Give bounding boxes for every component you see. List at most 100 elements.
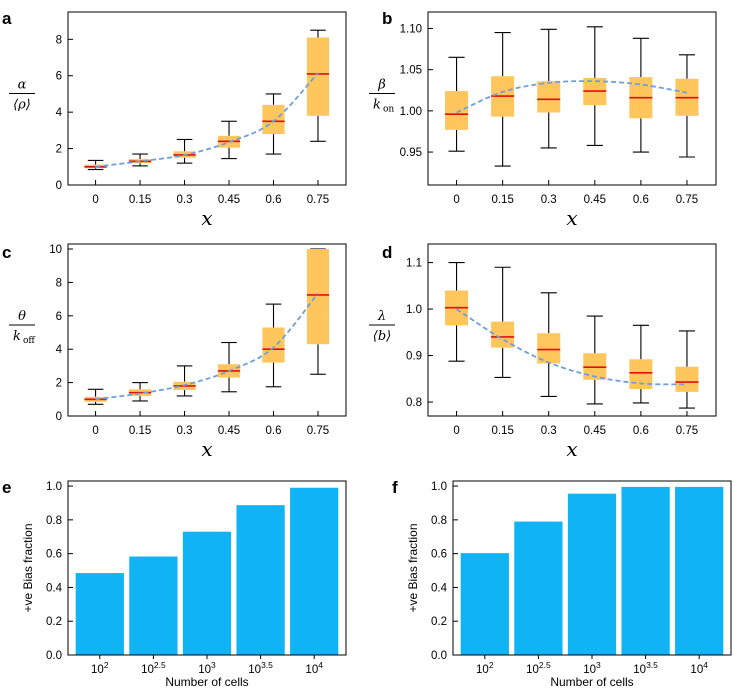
x-tick-label: 102 [91, 660, 109, 676]
box-0 [84, 159, 107, 171]
x-tick-label: 102.5 [526, 660, 551, 676]
y-tick-label: 0 [56, 411, 62, 423]
iqr-box [262, 327, 285, 363]
y-label-numerator: θ [18, 309, 26, 324]
x-tick-label: 0 [92, 194, 98, 206]
y-axis-label: +ve Bias fraction [406, 523, 420, 612]
iqr-box [537, 81, 561, 113]
x-tick-label: 0.3 [541, 194, 557, 206]
iqr-box [262, 104, 285, 135]
y-axis-label: λ ⟨b⟩ [369, 309, 395, 344]
box-3 [583, 26, 607, 147]
y-tick-label: 2 [56, 378, 62, 390]
y-label-subscript: on [383, 105, 394, 115]
box-1 [491, 266, 515, 378]
box-0 [445, 56, 469, 152]
x-tick-label: 0.45 [218, 425, 240, 437]
bar-0 [75, 573, 124, 655]
x-tick-label: 0 [453, 425, 459, 437]
box-4 [629, 37, 653, 153]
x-tick-label: 0.3 [177, 425, 193, 437]
panel-d: d 0.8 0.9 1.0 1.1 0 0.15 0.3 0.45 0.6 0.75 x λ ⟨b⟩ [369, 243, 717, 461]
x-tick-label: 0 [453, 194, 459, 206]
box-4 [629, 324, 653, 404]
x-tick-label: 0.15 [129, 425, 151, 437]
x-tick-label: 0.6 [265, 194, 281, 206]
x-tick-label: 0.6 [633, 194, 649, 206]
x-tick-label: 103.5 [633, 660, 658, 676]
y-tick-label: 0 [56, 180, 62, 192]
y-tick-label: 0.2 [431, 616, 447, 628]
y-tick-label: 0.6 [431, 549, 447, 561]
y-label-numerator: β [377, 78, 386, 93]
box-5 [675, 54, 699, 158]
y-tick-label: 0.9 [406, 351, 422, 363]
y-tick-label: 0.95 [400, 147, 422, 159]
iqr-box [306, 249, 330, 345]
x-tick-label: 0.75 [307, 425, 329, 437]
x-tick-label: 0.6 [265, 425, 281, 437]
box-1 [491, 32, 515, 167]
box-2 [173, 365, 196, 397]
x-tick-label: 0.15 [129, 194, 151, 206]
box-0 [84, 388, 107, 405]
x-axis-label: x [566, 437, 577, 461]
y-tick-label: 0.8 [431, 515, 447, 527]
iqr-box [675, 366, 699, 392]
x-tick-label: 0.75 [676, 425, 698, 437]
x-tick-label: 103.5 [248, 660, 273, 676]
y-label-numerator: λ [377, 309, 386, 324]
panel-f: f 0.0 0.2 0.4 0.6 0.8 1.0 102 102.5 103 103.5 104 Nu… [392, 478, 732, 688]
panel-letter: c [2, 243, 11, 262]
box-5 [306, 248, 330, 375]
x-tick-label: 0.15 [491, 194, 513, 206]
x-axis-label: x [566, 206, 577, 230]
y-tick-label: 1.0 [431, 481, 447, 493]
bar-0 [460, 553, 509, 655]
panel-letter: b [382, 9, 392, 28]
y-tick-label: 1.0 [46, 481, 62, 493]
y-label-denominator: k [13, 329, 21, 344]
x-axis-label: Number of cells [165, 675, 248, 688]
x-tick-label: 0.3 [177, 194, 193, 206]
panel-a: a 0 2 4 6 8 0 0.15 0.3 0.45 0.6 0.75 x α ⟨ρ⟩ [2, 9, 347, 230]
y-tick-label: 1.1 [406, 258, 422, 270]
y-tick-label: 0.0 [431, 650, 447, 662]
y-label-denominator: ⟨b⟩ [373, 329, 391, 344]
box-4 [262, 303, 285, 388]
x-tick-label: 104 [690, 660, 708, 676]
x-tick-label: 102.5 [141, 660, 166, 676]
box-5 [675, 330, 699, 409]
y-tick-label: 8 [56, 34, 62, 46]
x-axis-label: Number of cells [550, 675, 633, 688]
panel-letter: e [2, 478, 11, 497]
y-tick-label: 1.05 [400, 65, 422, 77]
box-0 [445, 262, 469, 362]
iqr-box [537, 333, 561, 364]
x-tick-label: 0.3 [541, 425, 557, 437]
box-4 [262, 93, 285, 155]
iqr-box [629, 359, 653, 390]
y-tick-label: 1.00 [400, 106, 422, 118]
panel-b: b 0.95 1.00 1.05 1.10 0 0.15 0.3 0.45 0.6 0.75 x βk o… [369, 9, 717, 230]
y-tick-label: 1.10 [400, 23, 422, 35]
bar-2 [182, 531, 232, 655]
panel-letter: a [2, 9, 12, 28]
x-tick-label: 0.45 [218, 194, 240, 206]
x-tick-label: 0.75 [307, 194, 329, 206]
y-tick-label: 6 [56, 311, 62, 323]
y-tick-label: 4 [56, 107, 63, 119]
y-axis-label: α ⟨ρ⟩ [9, 78, 35, 113]
x-tick-label: 0.15 [491, 425, 513, 437]
y-tick-label: 0.6 [46, 549, 62, 561]
y-tick-label: 8 [56, 277, 62, 289]
x-tick-label: 0.45 [584, 425, 606, 437]
y-label-numerator: α [18, 78, 27, 93]
bar-3 [236, 505, 285, 655]
x-tick-label: 103 [198, 660, 216, 676]
plot-frame [67, 11, 347, 186]
trend-line [95, 292, 319, 401]
panel-letter: f [392, 478, 398, 497]
x-tick-label: 104 [305, 660, 323, 676]
